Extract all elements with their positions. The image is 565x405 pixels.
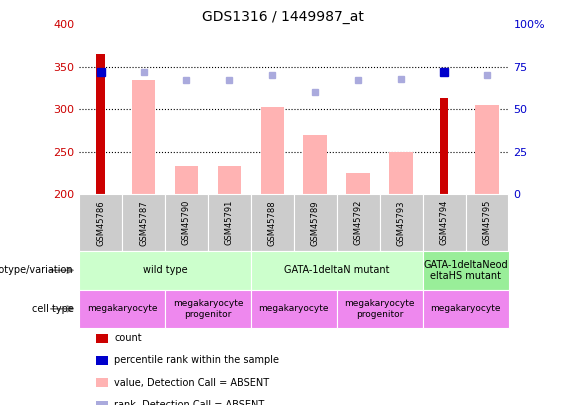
Text: GSM45791: GSM45791: [225, 200, 234, 245]
Text: megakaryocyte: megakaryocyte: [87, 304, 157, 313]
Text: percentile rank within the sample: percentile rank within the sample: [114, 356, 279, 365]
Text: megakaryocyte
progenitor: megakaryocyte progenitor: [173, 299, 243, 318]
Bar: [218, 166, 241, 194]
Text: megakaryocyte: megakaryocyte: [431, 304, 501, 313]
Bar: [475, 105, 499, 194]
Text: GSM45793: GSM45793: [397, 200, 406, 245]
Text: GATA-1deltaN mutant: GATA-1deltaN mutant: [284, 265, 389, 275]
Text: GSM45786: GSM45786: [96, 200, 105, 245]
Bar: [389, 152, 413, 194]
Bar: [260, 107, 284, 194]
Text: GSM45794: GSM45794: [440, 200, 449, 245]
Text: GSM45788: GSM45788: [268, 200, 277, 245]
Text: GSM45792: GSM45792: [354, 200, 363, 245]
Text: cell type: cell type: [32, 304, 73, 314]
Text: GSM45789: GSM45789: [311, 200, 320, 245]
Text: GSM45790: GSM45790: [182, 200, 191, 245]
Text: GSM45795: GSM45795: [483, 200, 492, 245]
Text: wild type: wild type: [143, 265, 187, 275]
Text: value, Detection Call = ABSENT: value, Detection Call = ABSENT: [114, 378, 270, 388]
Text: count: count: [114, 333, 142, 343]
Bar: [346, 173, 370, 194]
Text: GATA-1deltaNeod
eltaHS mutant: GATA-1deltaNeod eltaHS mutant: [423, 260, 508, 281]
Text: megakaryocyte: megakaryocyte: [259, 304, 329, 313]
Bar: [440, 98, 448, 194]
Text: rank, Detection Call = ABSENT: rank, Detection Call = ABSENT: [114, 400, 264, 405]
Bar: [303, 135, 327, 194]
Text: GDS1316 / 1449987_at: GDS1316 / 1449987_at: [202, 10, 363, 24]
Bar: [175, 166, 198, 194]
Bar: [97, 54, 105, 194]
Text: GSM45787: GSM45787: [139, 200, 148, 245]
Text: genotype/variation: genotype/variation: [0, 265, 73, 275]
Text: megakaryocyte
progenitor: megakaryocyte progenitor: [345, 299, 415, 318]
Bar: [132, 79, 155, 194]
